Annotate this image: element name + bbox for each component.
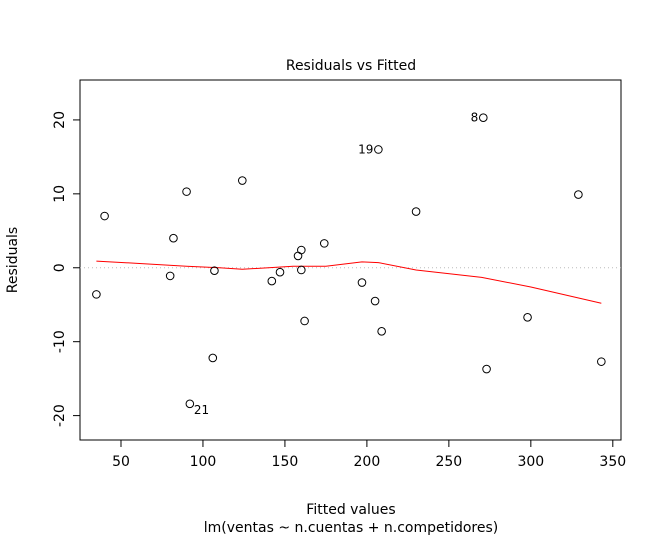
- y-tick-label: -10: [52, 330, 68, 353]
- y-axis-label: Residuals: [5, 227, 21, 293]
- residual-point: [523, 312, 532, 322]
- residual-point: [411, 207, 421, 216]
- y-axis: -20 -10 0 10 20: [52, 111, 81, 427]
- point-label: 19: [358, 142, 373, 156]
- x-tick-label: 350: [599, 454, 626, 470]
- y-tick-label: 20: [52, 111, 68, 129]
- residual-points: [92, 113, 606, 409]
- x-tick-label: 300: [517, 454, 544, 470]
- x-axis-label: Fitted values: [306, 502, 395, 518]
- residual-point: [165, 271, 175, 281]
- residual-point: [208, 353, 218, 363]
- x-axis: 50 100 150 200 250 300 350: [112, 439, 626, 470]
- residual-point: [357, 278, 367, 287]
- residual-point: [574, 190, 583, 199]
- residual-point: [597, 357, 606, 366]
- residual-point: [267, 276, 277, 286]
- residual-point: [185, 399, 195, 409]
- residual-point: [182, 187, 191, 196]
- residual-point: [482, 364, 491, 374]
- residual-point: [100, 211, 109, 221]
- residual-point: [478, 113, 488, 123]
- residual-point: [92, 290, 101, 299]
- residual-point: [374, 145, 383, 154]
- point-label: 21: [194, 403, 209, 417]
- plot-frame: [79, 79, 622, 441]
- point-label: 8: [471, 111, 479, 125]
- residual-point: [377, 327, 386, 336]
- residual-point: [169, 233, 178, 243]
- y-tick-label: 0: [52, 263, 68, 272]
- chart-subtitle: lm(ventas ~ n.cuentas + n.competidores): [204, 520, 499, 536]
- residual-point: [319, 239, 329, 248]
- residual-point: [238, 176, 247, 185]
- y-tick-label: -20: [52, 404, 68, 427]
- x-tick-label: 50: [112, 454, 130, 470]
- residual-point: [210, 266, 219, 276]
- chart-title: Residuals vs Fitted: [286, 58, 416, 74]
- residual-point: [297, 265, 306, 275]
- y-tick-label: 10: [52, 185, 68, 203]
- residual-point: [300, 316, 309, 326]
- residual-point: [297, 245, 306, 255]
- residual-point: [370, 296, 380, 306]
- point-labels: 21 19 8: [194, 111, 478, 417]
- x-tick-label: 200: [354, 454, 381, 470]
- residual-point: [275, 267, 285, 277]
- x-tick-label: 100: [190, 454, 217, 470]
- x-tick-label: 250: [435, 454, 462, 470]
- smoother-line: [96, 260, 602, 304]
- x-tick-label: 150: [272, 454, 299, 470]
